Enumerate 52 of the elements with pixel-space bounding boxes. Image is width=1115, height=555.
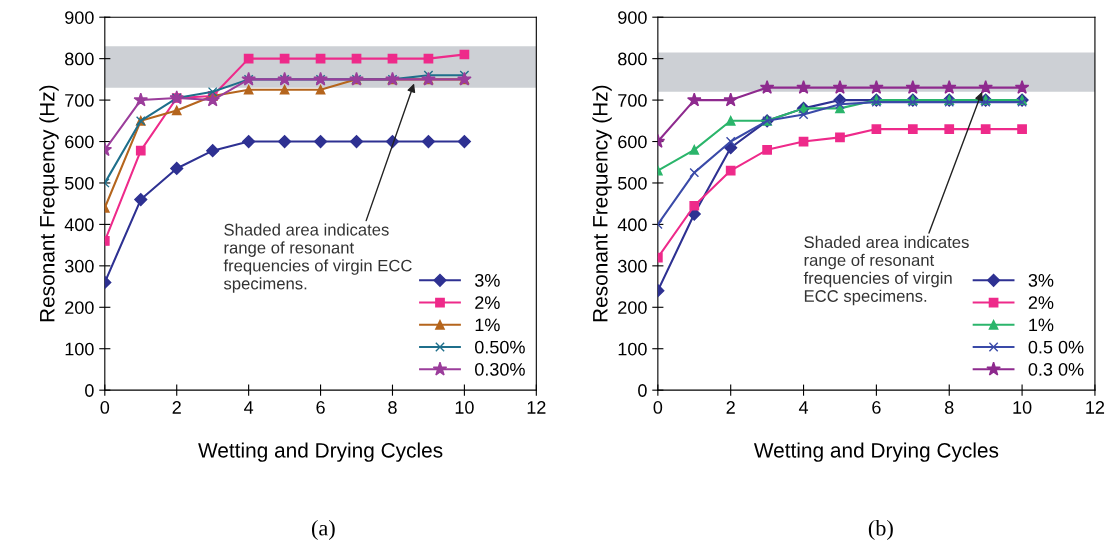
y-tick-label: 200 <box>65 301 94 315</box>
x-tick-label: 12 <box>527 401 546 414</box>
y-tick-label: 900 <box>618 11 647 24</box>
y-tick-label: 0 <box>638 384 647 397</box>
y-tick-label: 600 <box>618 135 647 149</box>
y-tick-label: 900 <box>65 11 94 24</box>
x-tick-label: 0 <box>653 401 663 414</box>
legend-label: 0.30% <box>474 362 525 376</box>
y-tick-label: 400 <box>617 218 647 232</box>
y-tick-label: 300 <box>64 259 94 273</box>
x-tick-label: 4 <box>798 401 809 414</box>
legend-label: 1% <box>1029 318 1054 332</box>
x-tick-label: 2 <box>172 401 181 414</box>
x-tick-label: 6 <box>316 401 325 414</box>
y-tick-label: 100 <box>618 342 647 356</box>
y-tick-label: 0 <box>85 384 94 397</box>
x-tick-label: 8 <box>945 401 954 414</box>
y-tick-label: 100 <box>65 342 94 356</box>
annotation: Shaded area indicates range of resonant frequencies of virgin ECC specimens. <box>223 223 412 293</box>
y-tick-label: 200 <box>618 301 647 315</box>
x-tick-label: 8 <box>388 401 397 414</box>
y-tick-label: 800 <box>618 52 647 66</box>
y-tick-label: 400 <box>64 218 94 232</box>
legend-label: 0.50% <box>474 340 525 354</box>
x-tick-label: 12 <box>1086 401 1105 414</box>
legend-label: 3% <box>474 273 500 287</box>
x-tick-label: 2 <box>726 401 735 414</box>
text: (b) <box>868 519 893 541</box>
legend-label: 0.3 0% <box>1028 362 1084 376</box>
y-tick-label: 700 <box>618 94 647 107</box>
legend-label: 3% <box>1028 273 1054 287</box>
legend-label: 0.5 0% <box>1028 340 1084 354</box>
x-tick-label: 10 <box>455 401 474 414</box>
x-axis-title: Wetting and Drying Cycles <box>753 442 999 462</box>
y-tick-label: 500 <box>64 176 94 190</box>
y-tick-label: 700 <box>65 94 94 107</box>
legend-label: 2% <box>1028 296 1054 309</box>
y-axis-title: Resonant Frequency (Hz) <box>592 85 612 322</box>
x-tick-label: 10 <box>1013 401 1032 414</box>
y-axis-title: Resonant Frequency (Hz) <box>39 85 59 322</box>
legend-label: 2% <box>475 296 500 309</box>
x-axis-title: Wetting and Drying Cycles <box>198 442 443 462</box>
annotation: Shaded area indicates range of resonant frequencies of virgin ECC specimens. <box>803 235 969 306</box>
x-tick-label: 0 <box>100 401 110 414</box>
y-tick-label: 500 <box>618 176 647 190</box>
text: (a) <box>311 519 335 541</box>
x-tick-label: 6 <box>872 401 881 414</box>
y-tick-label: 800 <box>65 52 94 66</box>
legend-label: 1% <box>475 318 500 332</box>
y-tick-label: 300 <box>618 259 647 273</box>
x-tick-label: 4 <box>244 401 254 414</box>
y-tick-label: 600 <box>65 135 94 149</box>
